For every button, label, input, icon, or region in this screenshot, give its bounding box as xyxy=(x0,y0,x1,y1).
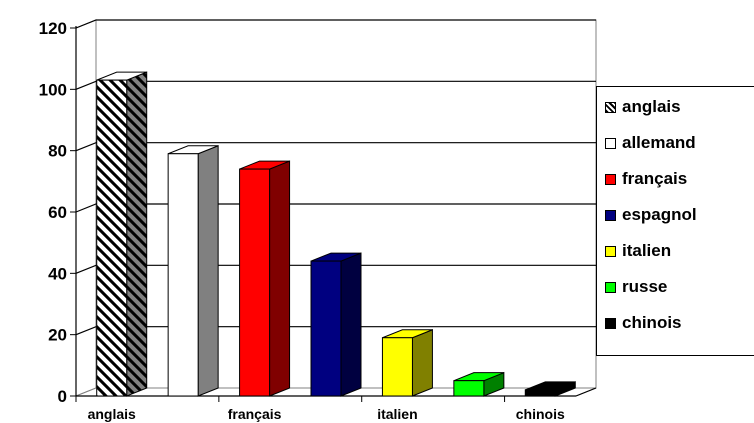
bar-front xyxy=(310,260,342,397)
bar-front xyxy=(381,337,413,397)
legend-item: italien xyxy=(605,239,671,263)
gridline xyxy=(75,264,596,274)
bar-espagnol xyxy=(310,252,362,397)
bar-side xyxy=(197,144,219,397)
x-tick-label: chinois xyxy=(516,406,565,422)
bar-français xyxy=(239,160,291,397)
legend-label: français xyxy=(622,169,688,188)
legend-swatch xyxy=(605,245,616,257)
legend-label: italien xyxy=(622,241,672,260)
legend-label: russe xyxy=(622,277,668,296)
bar-side xyxy=(126,71,148,397)
legend-swatch xyxy=(605,101,616,113)
legend-label: allemand xyxy=(622,133,696,152)
legend-swatch xyxy=(605,281,616,293)
bar-front xyxy=(96,79,128,397)
bar-russe xyxy=(453,371,505,397)
bar-allemand xyxy=(167,144,219,397)
legend-swatch xyxy=(605,317,616,329)
gridline xyxy=(75,326,596,336)
bar-side xyxy=(340,252,362,397)
legend-label: espagnol xyxy=(622,205,697,224)
legend-item: espagnol xyxy=(605,203,697,227)
legend-item: chinois xyxy=(605,311,682,335)
legend-swatch xyxy=(605,209,616,221)
x-axis-depth xyxy=(575,387,597,397)
bar-front xyxy=(524,389,556,397)
bar-front xyxy=(453,380,485,397)
y-tick-label: 120 xyxy=(39,19,67,38)
legend-label: anglais xyxy=(622,97,681,116)
gridline xyxy=(75,142,596,152)
legend-item: allemand xyxy=(605,131,696,155)
legend-item: anglais xyxy=(605,95,681,119)
y-tick-label: 60 xyxy=(48,203,67,222)
legend-item: russe xyxy=(605,275,667,299)
x-tick-label: italien xyxy=(377,406,417,422)
gridline xyxy=(75,80,596,90)
x-tick-label: français xyxy=(228,406,282,422)
gridline xyxy=(75,203,596,213)
legend-swatch xyxy=(605,137,616,149)
bar-italien xyxy=(381,328,433,397)
bar-anglais xyxy=(96,71,148,397)
legend-swatch xyxy=(605,173,616,185)
bar-side xyxy=(269,160,291,397)
gridline xyxy=(75,19,596,29)
legend: anglais allemand français espagnol italien ru… xyxy=(596,86,754,356)
bar-side xyxy=(411,328,433,397)
legend-item: français xyxy=(605,167,687,191)
legend-label: chinois xyxy=(622,313,682,332)
y-tick-label: 0 xyxy=(58,387,67,406)
y-tick-label: 100 xyxy=(39,80,67,99)
y-tick-label: 20 xyxy=(48,326,67,345)
bar-front xyxy=(167,153,199,397)
bar-chinois xyxy=(524,381,576,397)
x-tick-label: anglais xyxy=(88,406,136,422)
y-tick-label: 80 xyxy=(48,142,67,161)
y-tick-label: 40 xyxy=(48,264,67,283)
bar-front xyxy=(239,168,271,397)
